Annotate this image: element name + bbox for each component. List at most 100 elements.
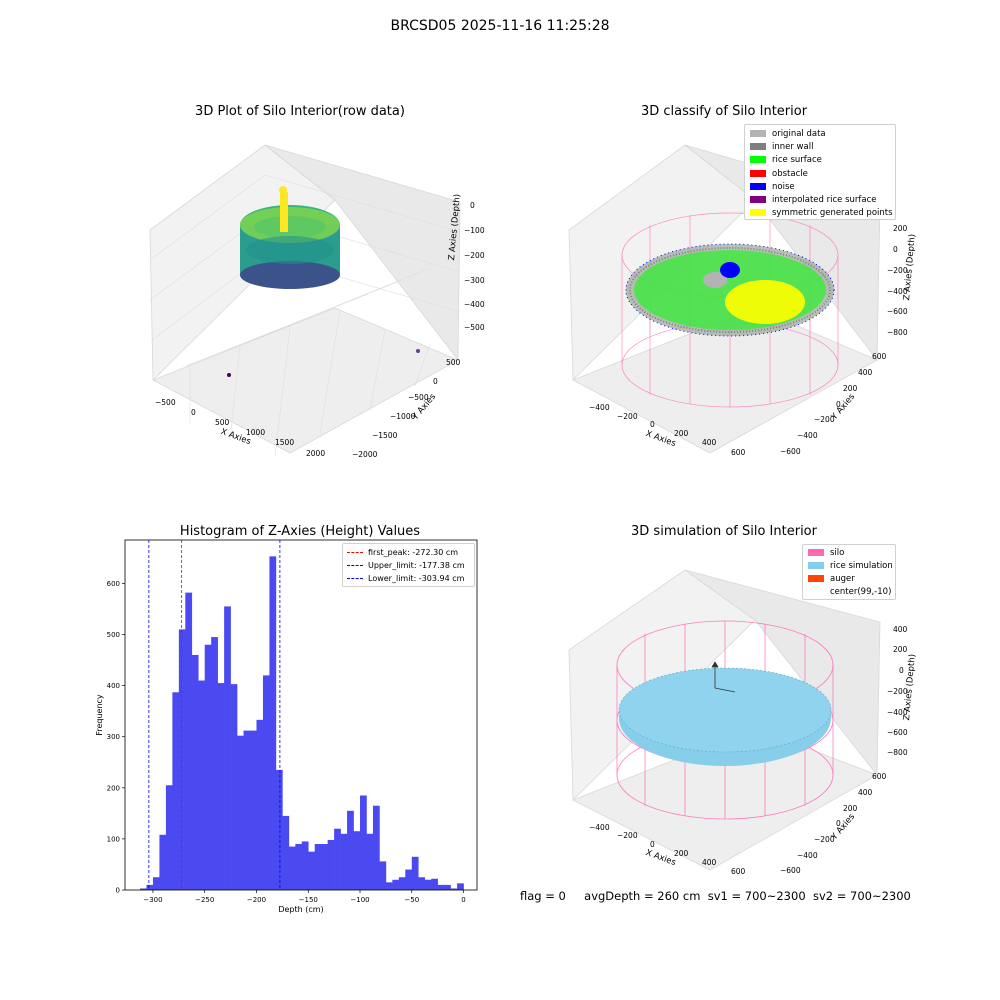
legend-item: rice surface xyxy=(750,154,893,167)
legend-item: rice simulation xyxy=(808,560,893,573)
histogram-bar xyxy=(405,869,413,890)
raw-3d-plot xyxy=(149,144,461,457)
histogram-bar xyxy=(392,879,400,890)
silo-point-cloud xyxy=(240,186,340,289)
classify-legend: original data inner wall rice surface ob… xyxy=(744,124,896,220)
histogram-bar xyxy=(146,884,154,890)
y-tick-label: 600 xyxy=(107,580,120,588)
histogram-bar xyxy=(250,730,257,890)
histogram-bar xyxy=(334,828,341,890)
histogram-bar xyxy=(275,769,283,890)
histogram-bar xyxy=(327,839,335,890)
x-axis-ticks: −300 −250 −200 −150 −100 −50 0 xyxy=(143,890,466,904)
histogram-bar xyxy=(431,878,438,890)
histogram-bar xyxy=(385,882,393,890)
histogram-bar xyxy=(185,592,193,890)
histogram-bar xyxy=(411,856,419,890)
axes-box xyxy=(149,144,461,454)
flag-text: flag = 0 xyxy=(520,889,566,903)
histogram-bar xyxy=(191,654,199,890)
histogram-legend: first_peak: -272.30 cm Upper_limit: -177… xyxy=(342,543,475,587)
histogram-bar xyxy=(204,644,212,890)
threshold-lines xyxy=(148,540,281,890)
legend-item: Upper_limit: -177.38 cm xyxy=(347,559,465,572)
histogram-bar xyxy=(230,684,238,890)
histogram-bar xyxy=(243,730,251,890)
histogram-bar xyxy=(217,683,225,890)
histogram-bar xyxy=(457,883,464,890)
legend-item: obstacle xyxy=(750,168,893,181)
histogram-bars xyxy=(140,556,464,890)
legend-item: first_peak: -272.30 cm xyxy=(347,546,465,559)
figure-title: BRCSD05 2025-11-16 11:25:28 xyxy=(390,18,610,34)
histogram-bar xyxy=(165,785,173,890)
histogram-bar xyxy=(178,629,186,890)
histogram-bar xyxy=(152,877,160,890)
plot-frame xyxy=(124,539,478,891)
outlier-point xyxy=(416,349,420,353)
legend-item: center(99,-10) xyxy=(830,587,892,597)
histogram-bar xyxy=(140,888,147,890)
histogram-bar xyxy=(159,834,167,890)
legend-item: auger xyxy=(808,573,893,586)
x-tick-label: −250 xyxy=(195,896,214,904)
simulation-legend: silo rice simulation auger center(99,-10… xyxy=(802,544,896,600)
grid-lines xyxy=(149,174,461,457)
histogram-bar xyxy=(353,831,361,890)
outlier-point xyxy=(227,373,231,377)
rice-simulation-surface xyxy=(618,667,832,766)
x-axis-label: Depth (cm) xyxy=(278,905,323,914)
panel3-title: Histogram of Z-Axies (Height) Values xyxy=(179,524,421,539)
y-tick-label: 300 xyxy=(107,733,120,741)
legend-item: interpolated rice surface xyxy=(750,194,893,207)
y-tick-label: 200 xyxy=(107,784,120,792)
histogram-chart: −300 −250 −200 −150 −100 −50 0 0 100 200 300 400 50… xyxy=(95,539,478,914)
legend-item: original data xyxy=(750,128,893,141)
histogram-bar xyxy=(256,719,264,890)
x-tick-label: −50 xyxy=(404,896,419,904)
histogram-bar xyxy=(211,637,218,890)
sv2-text: sv2 = 700~2300 xyxy=(812,889,911,903)
y-tick-label: 0 xyxy=(116,887,120,895)
histogram-bar xyxy=(347,810,354,890)
histogram-bar xyxy=(321,844,328,890)
histogram-bar xyxy=(301,841,309,890)
y-axis-label: Frequency xyxy=(95,694,104,736)
simulation-3d-plot xyxy=(568,569,881,871)
histogram-bar xyxy=(282,815,290,890)
histogram-bar xyxy=(372,805,380,890)
x-tick-label: 0 xyxy=(461,896,465,904)
status-footer: flag = 0 avgDepth = 260 cm sv1 = 700~230… xyxy=(520,889,911,903)
silo-wireframe xyxy=(621,212,839,408)
histogram-bar xyxy=(314,844,322,890)
x-tick-label: −300 xyxy=(143,896,162,904)
legend-item: symmetric generated points xyxy=(750,207,893,220)
histogram-bar xyxy=(295,844,303,890)
y-tick-label: 400 xyxy=(107,682,120,690)
auger xyxy=(711,661,736,693)
histogram-bar xyxy=(437,884,445,890)
histogram-bar xyxy=(308,851,316,890)
histogram-bar xyxy=(269,556,277,890)
y-tick-label: 100 xyxy=(107,835,120,843)
y-tick-label: 500 xyxy=(107,631,120,639)
avg-depth-text: avgDepth = 260 cm xyxy=(584,889,701,903)
histogram-bar xyxy=(398,877,406,890)
histogram-bar xyxy=(379,861,387,890)
histogram-bar xyxy=(288,846,296,890)
legend-item: silo xyxy=(808,547,893,560)
histogram-bar xyxy=(224,606,231,890)
histogram-bar xyxy=(198,680,206,890)
histogram-bar xyxy=(360,795,367,890)
x-tick-label: −150 xyxy=(299,896,318,904)
legend-item: Lower_limit: -303.94 cm xyxy=(347,572,465,585)
legend-item: inner wall xyxy=(750,141,893,154)
histogram-bar xyxy=(340,833,348,890)
x-tick-label: −200 xyxy=(247,896,266,904)
histogram-bar xyxy=(366,833,374,890)
y-axis-ticks: 0 100 200 300 400 500 600 xyxy=(107,580,125,895)
panel4-title: 3D simulation of Silo Interior xyxy=(631,524,817,539)
panel1-title: 3D Plot of Silo Interior(row data) xyxy=(195,104,405,119)
x-tick-label: −100 xyxy=(350,896,369,904)
histogram-bar xyxy=(262,675,270,890)
